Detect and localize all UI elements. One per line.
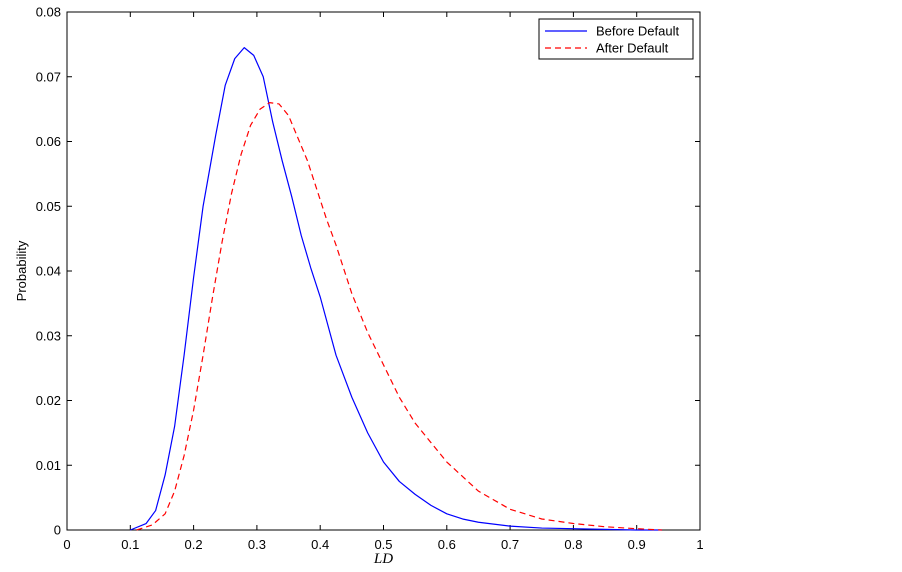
x-tick-label: 0.3 bbox=[248, 537, 266, 552]
y-tick-label: 0 bbox=[54, 523, 61, 538]
x-tick-label: 0.6 bbox=[438, 537, 456, 552]
y-tick-label: 0.07 bbox=[36, 69, 61, 84]
series-line-before-default bbox=[130, 47, 663, 531]
x-tick-label: 1 bbox=[696, 537, 703, 552]
x-tick-label: 0.8 bbox=[564, 537, 582, 552]
x-tick-label: 0 bbox=[63, 537, 70, 552]
x-tick-label: 0.5 bbox=[374, 537, 392, 552]
x-tick-label: 0.1 bbox=[121, 537, 139, 552]
series-lines bbox=[130, 47, 663, 531]
plot-area bbox=[66, 11, 701, 531]
x-tick-label: 0.2 bbox=[185, 537, 203, 552]
axis-ticks: 0 0.1 0.2 0.3 0.4 0.5 0.6 0.7 0.8 0.9 1 0 0.01 0.02 0.… bbox=[36, 5, 704, 553]
legend-label: Before Default bbox=[596, 24, 679, 39]
legend: Before Default After Default bbox=[538, 18, 694, 60]
y-tick-label: 0.03 bbox=[36, 328, 61, 343]
y-tick-label: 0.01 bbox=[36, 458, 61, 473]
x-tick-label: 0.9 bbox=[628, 537, 646, 552]
y-tick-label: 0.08 bbox=[36, 5, 61, 20]
legend-box bbox=[538, 18, 694, 60]
x-tick-label: 0.7 bbox=[501, 537, 519, 552]
legend-label: After Default bbox=[596, 41, 669, 56]
y-axis-label: Probability bbox=[14, 240, 29, 301]
series-line-after-default bbox=[136, 102, 663, 531]
y-tick-label: 0.04 bbox=[36, 264, 61, 279]
y-tick-label: 0.02 bbox=[36, 393, 61, 408]
y-tick-label: 0.06 bbox=[36, 134, 61, 149]
x-tick-label: 0.4 bbox=[311, 537, 329, 552]
y-tick-label: 0.05 bbox=[36, 199, 61, 214]
x-axis-label: LD bbox=[373, 551, 393, 567]
